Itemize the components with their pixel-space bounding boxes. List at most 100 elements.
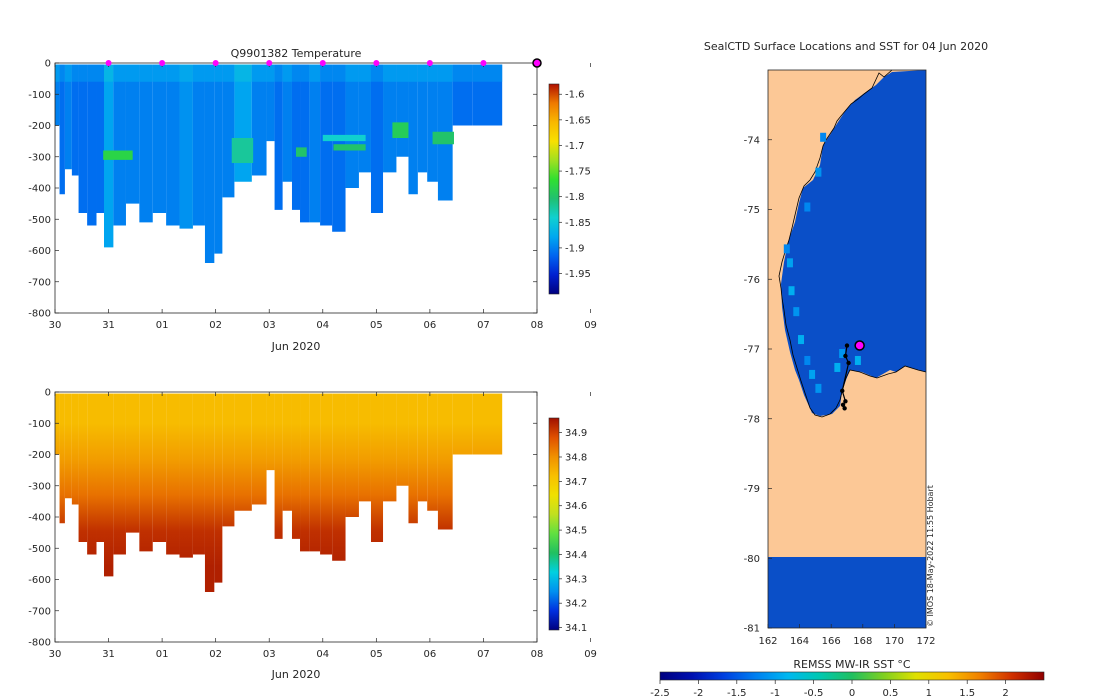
colorbar-tick-label: -1.95 [565,269,591,280]
ocean-south [768,557,926,628]
temperature-surface-cell [78,64,88,82]
credit-text: © IMOS 18-May-2022 11:55 Hobart [926,485,935,627]
temperature-surface-cell [192,64,205,82]
profile-day-marker [105,60,112,66]
temperature-surface-cell [427,64,438,82]
temperature-warm-layer [392,122,409,138]
temperature-xlabel: Jun 2020 [271,340,321,353]
y-tick-label: -400 [28,184,51,195]
temperature-surface-cell [320,64,333,82]
temperature-profile-cell [96,64,105,213]
ross-sea-ocean [781,70,926,416]
temperature-colorbar: -1.6 -1.65 -1.7 -1.75 -1.8 -1.85 -1.9 -1.95 [548,83,591,295]
y-tick-label: -800 [28,638,51,649]
x-tick-label: 09 [584,649,597,660]
profile-day-marker [159,60,166,66]
temperature-axis-ticks: 30 31 01 02 03 04 05 06 07 08 09 0 -100 -200 -300 -400 -… [28,59,597,332]
sst-colorbar-tick-label: 1 [926,688,932,699]
salinity-profile-cell [427,393,438,511]
x-tick-label: 30 [49,320,62,331]
colorbar-tick-label: 34.4 [565,550,587,561]
temperature-profile-cell [125,64,140,204]
salinity-profile-cell [87,393,97,555]
sst-colorbar-label: REMSS MW-IR SST °C [793,658,911,671]
temperature-profile-cell [234,64,252,182]
y-tick-label: -100 [28,419,51,430]
temperature-surface-cell [358,64,371,82]
temperature-surface-cell [179,64,193,82]
map-x-tick-label: 170 [885,636,904,647]
y-tick-label: -300 [28,481,51,492]
temperature-profile-cell [383,64,397,173]
x-tick-label: 06 [424,649,437,660]
seal-track [840,340,865,411]
salinity-profile-cell [152,393,167,542]
salinity-profile-cell [204,393,215,592]
temperature-surface-cell [251,64,267,82]
sst-colorbar-tick-label: -1 [770,688,780,699]
y-tick-label: -700 [28,606,51,617]
y-tick-label: 0 [45,388,51,399]
seal-track-point [846,360,851,366]
profile-day-marker [212,60,219,66]
temperature-surface-cell [266,64,275,82]
map-x-tick-label: 166 [822,636,841,647]
x-tick-label: 30 [49,649,62,660]
y-tick-label: -100 [28,90,51,101]
temperature-profile-cell [113,64,126,226]
seal-track-point [843,353,848,359]
map-x-tick-label: 168 [853,636,872,647]
y-tick-label: -800 [28,309,51,320]
salinity-profile-cell [437,393,453,530]
temperature-profile-cell [309,64,321,223]
temperature-warm-layer [296,147,307,157]
salinity-profile-cell [345,393,359,517]
temperature-profile-cell [222,64,235,198]
salinity-axis-ticks: 30 31 01 02 03 04 05 06 07 08 09 0 -100 -200 -300 -400 -… [28,388,597,661]
temperature-surface-cell [113,64,126,82]
seal-track-point [840,388,845,394]
temperature-profile-cell [192,64,205,226]
salinity-profile-cell [452,393,473,455]
y-tick-label: -500 [28,215,51,226]
salinity-profile-cell [358,393,371,502]
x-tick-label: 01 [156,320,169,331]
sst-colorbar-tick-label: 0 [849,688,855,699]
temperature-surface-cell [204,64,215,82]
warm-sst-cell [804,202,811,212]
y-tick-label: -400 [28,513,51,524]
salinity-profile-cell [179,393,193,558]
temperature-surface-cell [452,64,473,82]
x-tick-label: 07 [477,649,490,660]
salinity-profile-cell [291,393,301,539]
salinity-profile-cell [408,393,418,524]
colorbar-tick-label: -1.75 [565,167,591,178]
salinity-profile-cell [332,393,346,561]
salinity-profile-cell [282,393,292,511]
salinity-profile-cell [370,393,384,542]
temperature-profile-cell [274,64,283,210]
temperature-warm-layer [322,134,366,142]
seal-track-point [842,406,847,411]
temperature-surface-cell [383,64,397,82]
temperature-warm-layer [231,138,254,163]
warm-sst-cell [786,258,793,268]
salinity-profile-cell [125,393,140,533]
sst-colorbar-tick-label: -2 [693,688,703,699]
y-tick-label: -600 [28,575,51,586]
salinity-profile-cell [300,393,310,552]
salinity-profile-cell [71,393,79,505]
temperature-profile-cell [204,64,215,263]
temperature-profile-cell [291,64,301,210]
temperature-profile-cell [139,64,153,223]
seal-track-point [843,399,848,404]
map-y-tick-label: -78 [744,414,760,425]
temperature-panel: 30 31 01 02 03 04 05 06 07 08 09 0 -100 -200 -300 -400 -… [28,47,597,353]
warm-sst-cell [798,335,805,345]
salinity-profile-cell [251,393,267,505]
sst-colorbar-tick-label: -1.5 [727,688,747,699]
map-y-tick-label: -80 [744,554,760,565]
warm-sst-cell [809,369,816,379]
temperature-profile-cell [64,64,72,170]
temperature-profile-cell [300,64,310,223]
